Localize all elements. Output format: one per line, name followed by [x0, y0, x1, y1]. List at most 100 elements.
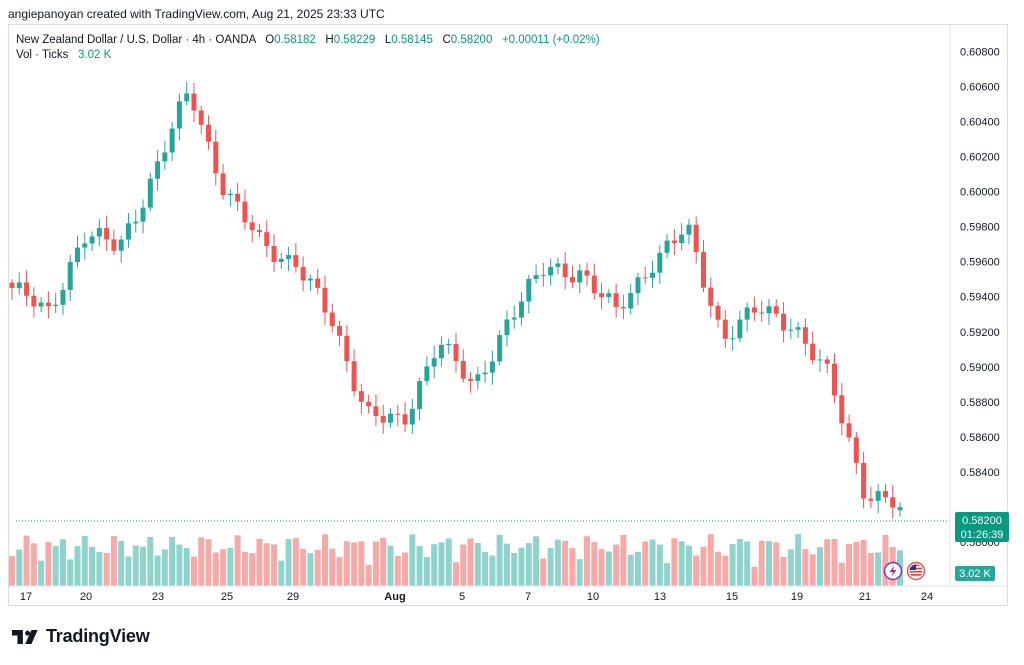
candle-body [300, 266, 306, 281]
candle-body [337, 326, 343, 336]
candle-body [446, 343, 452, 345]
volume-bar [183, 548, 190, 586]
volume-bar [467, 538, 474, 586]
candle-body [31, 295, 37, 307]
candle-body [322, 287, 328, 313]
close-value: 0.58200 [450, 34, 493, 46]
volume-bars [9, 534, 903, 586]
candle-body [839, 395, 845, 424]
symbol-title[interactable]: New Zealand Dollar / U.S. Dollar · 4h · … [16, 34, 256, 46]
volume-bar [169, 536, 176, 586]
volume-bar [52, 546, 59, 586]
candle-body [96, 228, 102, 237]
volume-bar [241, 551, 248, 586]
time-tick-label: Aug [384, 591, 405, 603]
volume-bar [372, 541, 379, 586]
volume-bar [380, 537, 387, 586]
candle-body [519, 301, 525, 318]
current-price-badge [955, 512, 1009, 542]
candle-body [53, 304, 59, 307]
candle-body [24, 282, 30, 296]
volume-bar [198, 537, 205, 586]
volume-bar [693, 555, 700, 586]
candle-body [606, 293, 612, 298]
volume-bar [45, 542, 52, 586]
change-value: +0.00011 (+0.02%) [501, 34, 600, 46]
candle-body [722, 319, 728, 339]
time-axis[interactable]: 17 20 23 25 29 Aug 5 7 10 13 15 19 21 24 [20, 591, 933, 603]
candle-body [351, 361, 357, 392]
chart-credit: angiepanoyan created with TradingView.co… [8, 7, 385, 21]
candle-body [147, 178, 153, 208]
volume-bar [358, 541, 365, 586]
candle-body [861, 462, 867, 499]
candle-body [875, 491, 881, 501]
volume-bar [496, 534, 503, 586]
candle-body [817, 359, 823, 361]
candle-body [402, 414, 408, 425]
open-value: 0.58182 [274, 34, 316, 46]
volume-badge-text: 3.02 K [959, 568, 991, 580]
price-axis[interactable]: 0.60800 0.60600 0.60400 0.60200 0.60000 0.598… [960, 46, 1000, 549]
candle-body [315, 278, 321, 288]
candle-body [846, 423, 852, 438]
time-tick-label: 13 [654, 591, 666, 603]
candle-body [118, 239, 124, 251]
volume-bar [16, 549, 23, 586]
volume-bar [613, 544, 620, 586]
candle-body [700, 252, 706, 288]
candle-body [409, 408, 415, 425]
candle-body [642, 277, 648, 279]
candle-body [650, 272, 656, 278]
volume-bar [190, 556, 197, 586]
candle-body [781, 313, 787, 331]
volume-bar [787, 549, 794, 586]
close-label: C [442, 34, 451, 46]
candles [9, 81, 903, 519]
volume-bar [409, 534, 416, 586]
lightning-icon[interactable] [883, 561, 903, 581]
tradingview-logo-icon [12, 629, 38, 644]
volume-bar [212, 552, 219, 586]
price-tick-label: 0.59800 [960, 222, 1000, 234]
volume-bar [176, 544, 183, 586]
candle-body [89, 236, 95, 244]
price-tick-label: 0.60600 [960, 81, 1000, 93]
volume-bar [336, 557, 343, 586]
volume-bar [627, 554, 634, 586]
candle-body [271, 245, 277, 262]
volume-value: 3.02 K [78, 49, 112, 61]
candle-body [489, 361, 495, 373]
volume-bar [773, 542, 780, 586]
volume-bar [489, 555, 496, 586]
volume-bar [729, 544, 736, 586]
candle-body [511, 317, 517, 320]
price-tick-label: 0.58400 [960, 467, 1000, 479]
volume-label[interactable]: Vol · Ticks [16, 49, 69, 61]
low-label: L [384, 34, 392, 46]
volume-bar [809, 554, 816, 586]
tradingview-logo-text: TradingView [46, 626, 150, 646]
volume-bar [453, 562, 459, 586]
volume-bar [161, 549, 168, 586]
candle-body [227, 193, 233, 196]
candle-body [460, 360, 466, 379]
chart-frame [8, 24, 1008, 606]
volume-bar [423, 557, 430, 586]
tradingview-logo: TradingView [12, 626, 150, 647]
candle-body [395, 413, 401, 415]
price-tick-label: 0.59000 [960, 362, 1000, 374]
volume-bar [838, 562, 845, 586]
volume-bar [780, 556, 787, 586]
candle-body [344, 335, 350, 362]
volume-bar [365, 564, 372, 586]
volume-bar [402, 552, 409, 586]
candle-body [198, 110, 204, 125]
volume-bar [700, 546, 707, 586]
us-flag-icon[interactable] [906, 561, 926, 581]
time-tick-label: 21 [859, 591, 871, 603]
candle-body [213, 141, 219, 174]
volume-bar [445, 538, 452, 586]
volume-bar [154, 555, 161, 586]
